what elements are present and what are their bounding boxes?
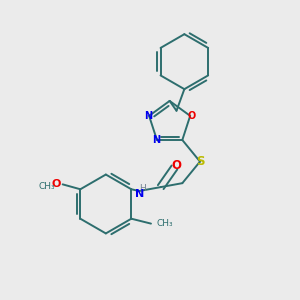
Text: N: N xyxy=(134,189,144,199)
Text: O: O xyxy=(51,179,61,189)
Text: O: O xyxy=(171,159,182,172)
Text: O: O xyxy=(187,111,195,121)
Text: S: S xyxy=(196,155,204,168)
Text: CH₃: CH₃ xyxy=(156,219,173,228)
Text: H: H xyxy=(139,184,145,193)
Text: CH₃: CH₃ xyxy=(39,182,55,191)
Text: N: N xyxy=(152,135,160,145)
Text: N: N xyxy=(144,111,152,121)
